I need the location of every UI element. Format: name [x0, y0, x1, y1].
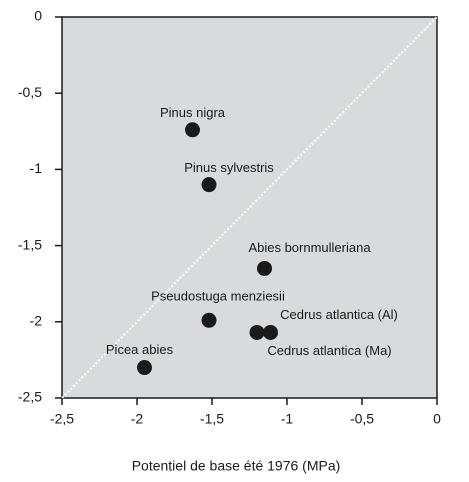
y-tick-label: -2,5: [18, 389, 42, 405]
x-tick-label: -0,5: [350, 411, 374, 427]
x-tick-label: -2,5: [50, 411, 74, 427]
point: [185, 122, 200, 138]
y-tick-label: -0,5: [18, 84, 42, 100]
point-label: Picea abies: [106, 342, 174, 357]
point: [257, 260, 272, 276]
point: [137, 360, 152, 376]
point-label: Pinus sylvestris: [184, 160, 274, 175]
point-label: Pinus nigra: [160, 105, 226, 120]
y-tick-label: 0: [34, 8, 42, 24]
x-tick-label: -1,5: [200, 411, 224, 427]
point-label: Cedrus atlantica (Ma): [267, 343, 391, 358]
x-tick-label: 0: [433, 411, 441, 427]
point: [249, 324, 265, 340]
x-tick-label: -2: [131, 411, 144, 427]
point: [201, 177, 217, 193]
y-tick-label: -2: [30, 313, 43, 329]
reference-line: [61, 16, 438, 399]
y-tick-label: -1,5: [18, 236, 42, 252]
point-label: Abies bornmulleriana: [248, 240, 371, 255]
point: [201, 312, 217, 328]
point: [263, 324, 278, 340]
x-axis-title: Potentiel de base été 1976 (MPa): [132, 458, 341, 474]
x-tick-label: -1: [281, 411, 294, 427]
point-label: Pseudostuga menziesii: [151, 289, 285, 304]
y-tick-label: -1: [30, 160, 43, 176]
point-label: Cedrus atlantica (Al): [280, 307, 398, 322]
